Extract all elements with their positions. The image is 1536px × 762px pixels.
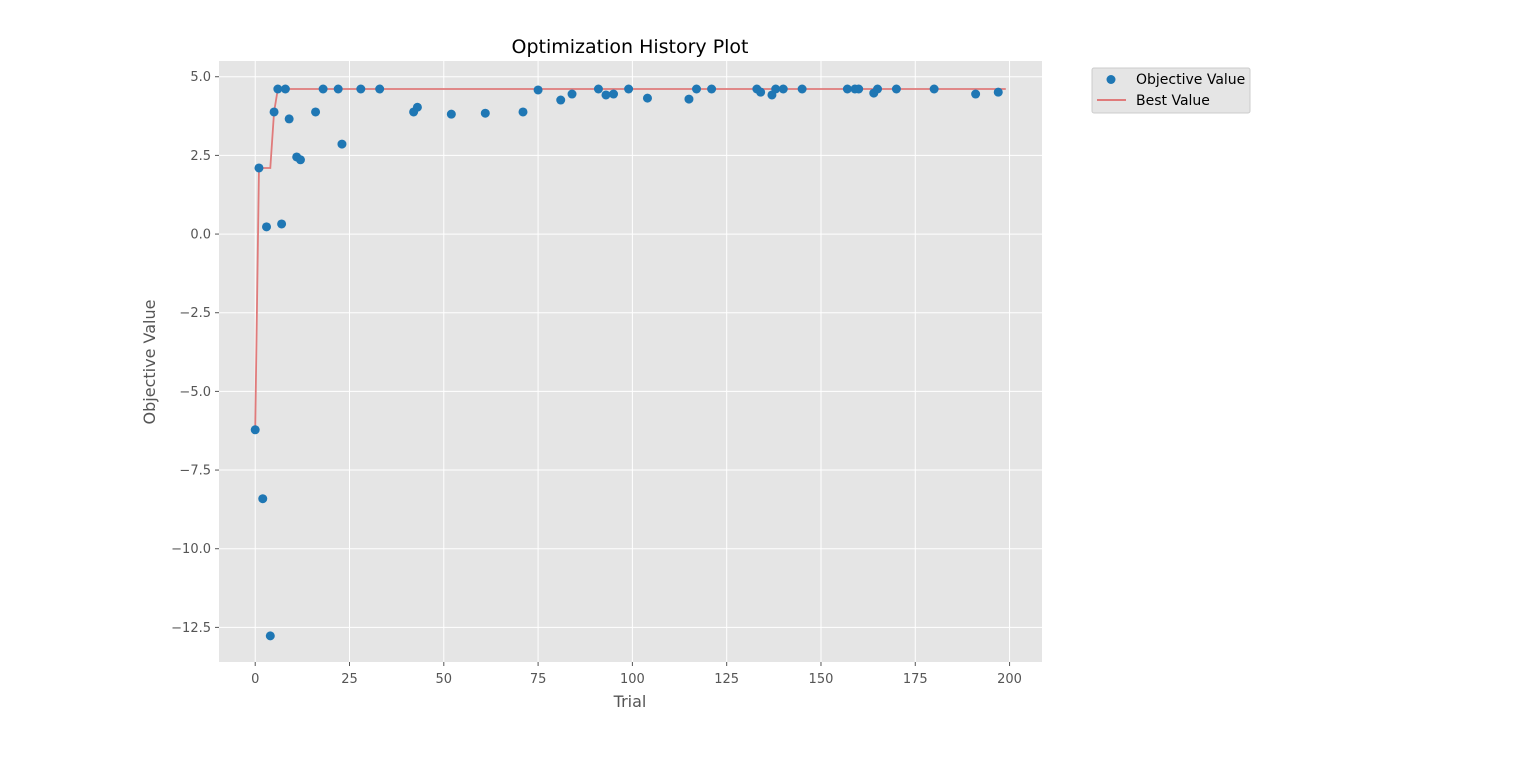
objective-value-point-3 [262, 222, 272, 232]
objective-value-point-7 [277, 219, 287, 229]
objective-value-point-23 [533, 85, 543, 95]
objective-value-point-13 [318, 84, 328, 94]
legend-label-objective-value: Objective Value [1136, 72, 1245, 88]
objective-value-point-30 [642, 93, 652, 103]
objective-value-point-28 [609, 89, 619, 99]
grid-lines [219, 61, 1042, 662]
objective-value-point-6 [273, 84, 283, 94]
objective-value-point-15 [337, 139, 347, 149]
objective-value-point-27 [601, 90, 611, 100]
objective-value-point-48 [993, 87, 1003, 97]
y-tick-label-0: 5.0 [190, 70, 211, 85]
y-tick-label-4: −5.0 [179, 385, 211, 400]
objective-value-point-8 [280, 84, 290, 94]
objective-value-point-35 [756, 87, 766, 97]
chart-title: Optimization History Plot [511, 36, 748, 58]
objective-value-point-37 [771, 84, 781, 94]
x-tick-label-3: 75 [530, 672, 547, 687]
y-tick-label-3: −2.5 [179, 306, 211, 321]
objective-value-point-33 [707, 84, 717, 94]
legend-marker-objective-value [1106, 75, 1116, 84]
objective-value-point-45 [891, 84, 901, 94]
objective-value-point-0 [250, 425, 260, 435]
legend-box [1091, 67, 1251, 114]
objective-value-point-42 [854, 84, 864, 94]
y-tick-label-1: 2.5 [190, 149, 211, 164]
objective-value-point-39 [797, 84, 807, 94]
x-tick-label-1: 25 [341, 672, 358, 687]
y-tick-label-7: −12.5 [171, 621, 211, 636]
objective-value-point-38 [778, 84, 788, 94]
x-tick-label-8: 200 [997, 672, 1022, 687]
y-tick-label-2: 0.0 [190, 228, 211, 243]
x-tick-label-7: 175 [903, 672, 928, 687]
objective-value-series [250, 84, 1003, 641]
objective-value-point-31 [684, 94, 694, 104]
objective-value-point-22 [518, 107, 528, 117]
x-tick-label-4: 100 [620, 672, 645, 687]
objective-value-point-47 [971, 89, 981, 99]
objective-value-point-29 [624, 84, 634, 94]
objective-value-point-46 [929, 84, 939, 94]
legend-label-best-value: Best Value [1136, 93, 1210, 109]
objective-value-point-19 [412, 102, 422, 112]
x-tick-label-2: 50 [436, 672, 453, 687]
legend: Objective Value Best Value [1091, 67, 1251, 114]
objective-value-point-9 [284, 114, 294, 124]
objective-value-point-4 [265, 631, 275, 641]
objective-value-point-1 [254, 163, 264, 173]
x-tick-label-5: 125 [714, 672, 739, 687]
objective-value-point-40 [842, 84, 852, 94]
objective-value-point-16 [356, 84, 366, 94]
objective-value-point-20 [446, 109, 456, 119]
objective-value-point-12 [311, 107, 321, 117]
y-axis-label: Objective Value [140, 300, 159, 425]
objective-value-point-17 [375, 84, 385, 94]
x-axis-label: Trial [613, 692, 647, 711]
objective-value-point-11 [295, 155, 305, 165]
y-tick-label-5: −7.5 [179, 464, 211, 479]
objective-value-point-5 [269, 107, 279, 117]
objective-value-point-24 [556, 95, 566, 105]
objective-value-point-21 [480, 108, 490, 118]
x-tick-label-6: 150 [809, 672, 834, 687]
objective-value-point-14 [333, 84, 343, 94]
x-tick-label-0: 0 [251, 672, 259, 687]
y-tick-label-6: −10.0 [171, 542, 211, 557]
plot-area-background [219, 61, 1042, 662]
objective-value-point-2 [258, 494, 268, 504]
objective-value-point-25 [567, 89, 577, 99]
objective-value-point-44 [873, 84, 883, 94]
axis-ticks: 0 25 50 75 100 125 150 175 200 5.0 2.5 0.0 −2.5 −5.0 −… [171, 70, 1022, 687]
objective-value-point-32 [692, 84, 702, 94]
objective-value-point-26 [593, 84, 603, 94]
